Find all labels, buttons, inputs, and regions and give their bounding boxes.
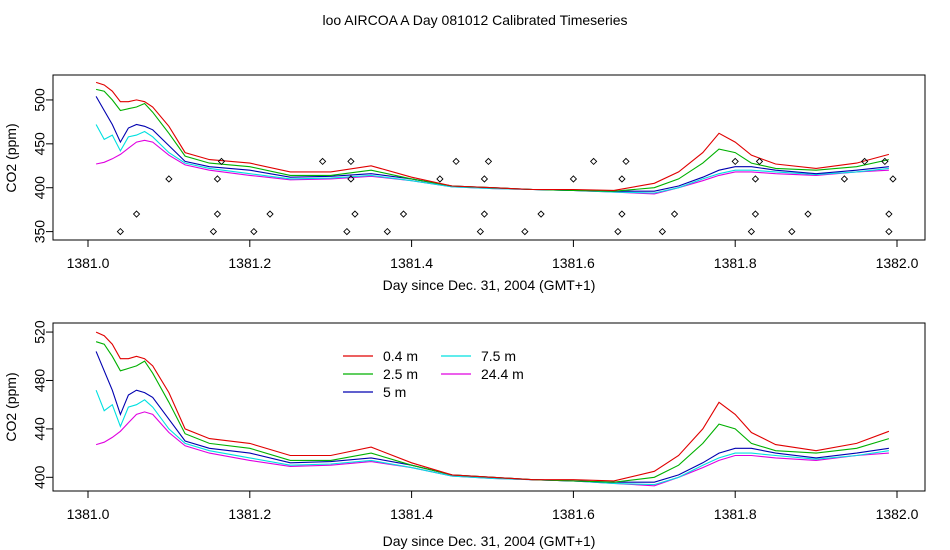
- diamond-marker: [881, 157, 889, 166]
- chart-panel-bottom: 1381.0 1381.2 1381.4 1381.6 1381.8 1382.0 400…: [3, 320, 926, 549]
- diamond-marker: [589, 157, 598, 166]
- diamond-marker: [480, 175, 489, 183]
- diamond-marker: [618, 210, 626, 218]
- diamond-marker: [250, 227, 258, 236]
- x-tick-label: 1382.0: [876, 255, 919, 271]
- series-line-2-5-m: [95, 341, 890, 483]
- diamond-marker: [521, 227, 529, 236]
- x-tick-label: 1381.0: [67, 255, 110, 271]
- legend-label: 7.5 m: [481, 348, 516, 364]
- x-tick-label: 1381.6: [552, 506, 595, 522]
- diamond-marker: [885, 210, 893, 218]
- plot-frame-bottom: [52, 322, 926, 492]
- x-tick-label: 1381.6: [552, 255, 595, 271]
- series-line-0-4-m: [95, 331, 890, 482]
- diamond-marker: [217, 157, 226, 166]
- x-tick-label: 1382.0: [876, 506, 919, 522]
- diamond-marker: [618, 175, 626, 183]
- y-tick-label: 440: [32, 417, 48, 441]
- legend-label: 5 m: [383, 384, 406, 400]
- diamond-marker: [747, 227, 756, 236]
- x-tick-label: 1381.0: [67, 506, 110, 522]
- x-tick-label: 1381.8: [714, 506, 757, 522]
- legend-label: 2.5 m: [383, 366, 418, 382]
- x-ticks-bottom: 1381.0 1381.2 1381.4 1381.6 1381.8 1382.0: [67, 491, 919, 522]
- diamond-marker: [165, 175, 173, 183]
- diamond-marker: [347, 157, 355, 166]
- diamond-marker: [889, 175, 897, 183]
- diamond-marker: [804, 210, 812, 218]
- y-tick-label: 400: [32, 465, 48, 489]
- diamond-marker: [476, 227, 485, 236]
- y-ticks-top: 350 400 450 500: [32, 88, 53, 243]
- series-line-7-5-m: [95, 389, 889, 486]
- diamond-marker: [658, 227, 667, 236]
- diamond-marker: [731, 157, 739, 166]
- x-axis-label-bottom: Day since Dec. 31, 2004 (GMT+1): [383, 533, 596, 549]
- series-lines-bottom: [95, 331, 890, 487]
- diamond-marker: [670, 210, 679, 218]
- diamond-marker: [788, 227, 796, 236]
- chart-panel-top: 1381.0 1381.2 1381.4 1381.6 1381.8 1382.0 350…: [3, 74, 926, 293]
- series-line-0-4-m: [95, 81, 890, 191]
- diamond-marker: [484, 157, 493, 166]
- x-tick-label: 1381.4: [390, 506, 433, 522]
- diamond-marker: [132, 210, 141, 218]
- diamond-marker: [318, 157, 327, 166]
- diamond-marker: [755, 157, 764, 166]
- diamond-marker: [383, 227, 391, 236]
- diamond-marker: [399, 210, 408, 218]
- diamond-marker: [213, 210, 222, 218]
- diamond-marker: [266, 210, 274, 218]
- y-tick-label: 400: [32, 176, 48, 200]
- y-tick-label: 450: [32, 132, 48, 156]
- diamond-marker: [569, 175, 578, 183]
- y-tick-label: 520: [32, 320, 48, 344]
- series-line-2-5-m: [95, 88, 890, 192]
- y-axis-label-top: CO2 (ppm): [3, 123, 19, 192]
- diamond-marker: [840, 175, 849, 183]
- y-tick-label: 500: [32, 88, 48, 112]
- diamond-marker: [116, 227, 124, 236]
- diamond-marker: [452, 157, 460, 166]
- diamond-marker: [751, 175, 760, 183]
- diamond-marker: [885, 227, 893, 236]
- diamond-marker: [861, 157, 869, 166]
- x-tick-label: 1381.8: [714, 255, 757, 271]
- series-lines-top: [95, 81, 890, 195]
- diamond-marker: [436, 175, 444, 183]
- y-ticks-bottom: 400 440 480 520: [32, 320, 53, 489]
- y-tick-label: 350: [32, 220, 48, 244]
- diamond-marker: [213, 175, 222, 183]
- diamond-marker: [209, 227, 218, 236]
- x-axis-label-top: Day since Dec. 31, 2004 (GMT+1): [383, 277, 596, 293]
- x-ticks-top: 1381.0 1381.2 1381.4 1381.6 1381.8 1382.0: [67, 240, 919, 271]
- plot-frame-top: [52, 74, 926, 241]
- figure-title: loo AIRCOA A Day 081012 Calibrated Times…: [322, 12, 627, 28]
- y-tick-label: 480: [32, 369, 48, 393]
- diamond-marker: [622, 157, 630, 166]
- x-tick-label: 1381.2: [228, 255, 271, 271]
- x-tick-label: 1381.4: [390, 255, 433, 271]
- diamond-marker: [614, 227, 622, 236]
- diamond-marker: [480, 210, 489, 218]
- y-axis-label-bottom: CO2 (ppm): [3, 372, 19, 441]
- diamond-marker: [347, 175, 355, 183]
- diamond-marker: [537, 210, 545, 218]
- diamond-markers-top: [116, 157, 897, 236]
- legend-label: 24.4 m: [481, 366, 524, 382]
- legend: 0.4 m 2.5 m 5 m 7.5 m 24.4 m: [343, 348, 524, 400]
- x-tick-label: 1381.2: [228, 506, 271, 522]
- diamond-marker: [351, 210, 359, 218]
- series-line-7-5-m: [95, 124, 889, 194]
- series-line-5-m: [95, 96, 889, 192]
- diamond-marker: [751, 210, 760, 218]
- diamond-marker: [343, 227, 351, 236]
- legend-label: 0.4 m: [383, 348, 418, 364]
